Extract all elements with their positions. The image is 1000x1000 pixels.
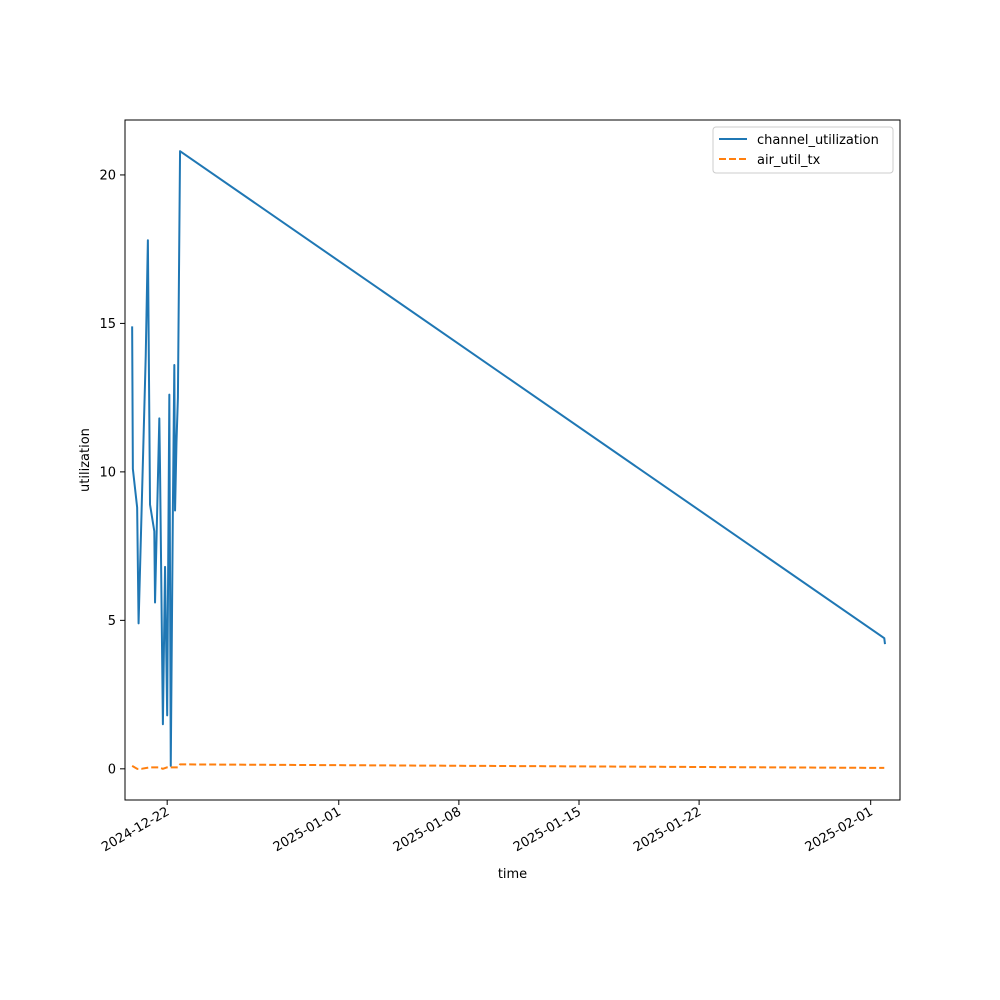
x-axis-title: time — [498, 867, 527, 882]
y-axis: 0 5 10 15 20 — [99, 168, 125, 777]
y-tick-label: 20 — [99, 168, 116, 183]
y-tick-label: 15 — [99, 317, 116, 332]
series-layer — [131, 150, 886, 770]
y-axis-title: utilization — [78, 428, 93, 492]
legend: channel_utilization air_util_tx — [712, 126, 894, 174]
axes-frame — [124, 119, 901, 801]
y-tick-label: 10 — [99, 465, 116, 480]
y-tick-label: 5 — [108, 614, 116, 629]
series-line-air-util-tx — [131, 763, 885, 770]
series-line-channel-utilization — [131, 150, 886, 767]
legend-label: channel_utilization — [757, 133, 879, 148]
y-tick-label: 0 — [108, 762, 116, 777]
legend-box — [712, 126, 894, 174]
legend-label: air_util_tx — [757, 153, 821, 168]
